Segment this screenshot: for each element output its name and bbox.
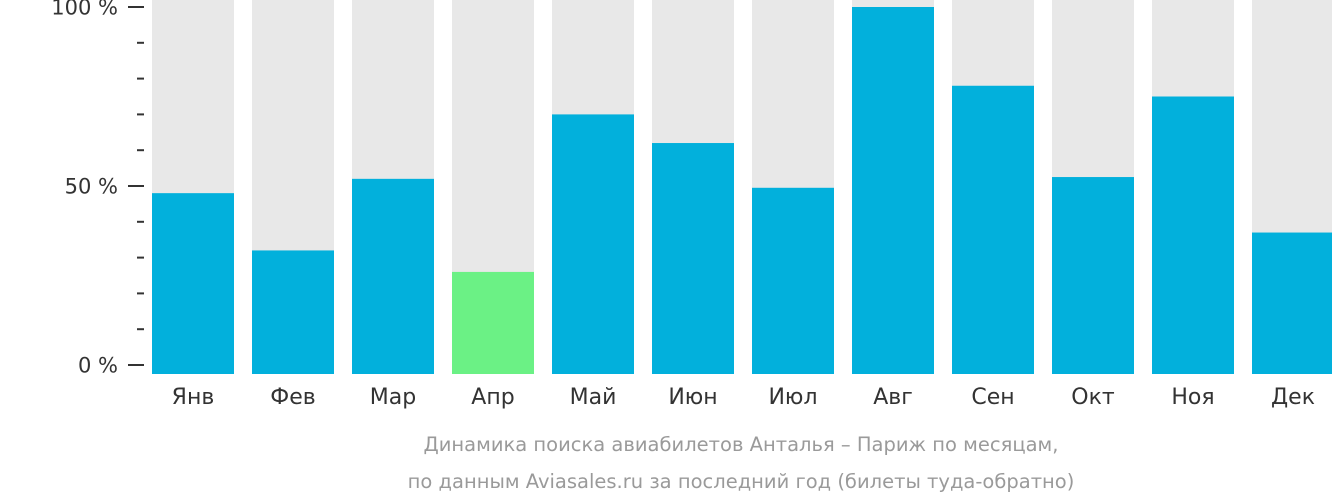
month-label-1: Фев: [270, 385, 315, 410]
y-tick-label: 100 %: [51, 0, 118, 20]
bars: [152, 7, 1332, 375]
x-axis-labels: Янв Фев Мар Апр Май Июн Июл Авг Сен Окт Ноя Дек: [172, 385, 1315, 410]
bar-2: [352, 178, 434, 374]
bar-10: [1152, 96, 1234, 374]
bar-6: [752, 187, 834, 374]
month-label-11: Дек: [1271, 385, 1315, 410]
month-label-5: Июн: [668, 385, 717, 410]
bar-1: [252, 250, 334, 374]
bar-4: [552, 114, 634, 375]
bar-8: [952, 85, 1034, 374]
month-label-8: Сен: [971, 385, 1014, 410]
month-label-0: Янв: [172, 385, 215, 410]
caption-line-2: по данным Aviasales.ru за последний год …: [408, 470, 1075, 493]
month-label-4: Май: [570, 385, 617, 410]
y-axis: 100 % 50 % 0 %: [51, 0, 144, 378]
y-tick-label: 0 %: [78, 354, 118, 378]
month-label-2: Мар: [370, 385, 416, 410]
bar-7: [852, 7, 934, 374]
bar-3: [452, 271, 534, 374]
bar-0: [152, 193, 234, 374]
month-label-9: Окт: [1071, 385, 1115, 410]
month-label-6: Июл: [768, 385, 817, 410]
bar-11: [1252, 232, 1332, 374]
caption-line-1: Динамика поиска авиабилетов Анталья – Па…: [424, 433, 1059, 456]
bar-5: [652, 143, 734, 374]
month-label-3: Апр: [471, 385, 514, 410]
bar-9: [1052, 177, 1134, 374]
month-label-10: Ноя: [1171, 385, 1214, 410]
month-label-7: Авг: [873, 385, 913, 410]
y-tick-label: 50 %: [65, 175, 118, 199]
